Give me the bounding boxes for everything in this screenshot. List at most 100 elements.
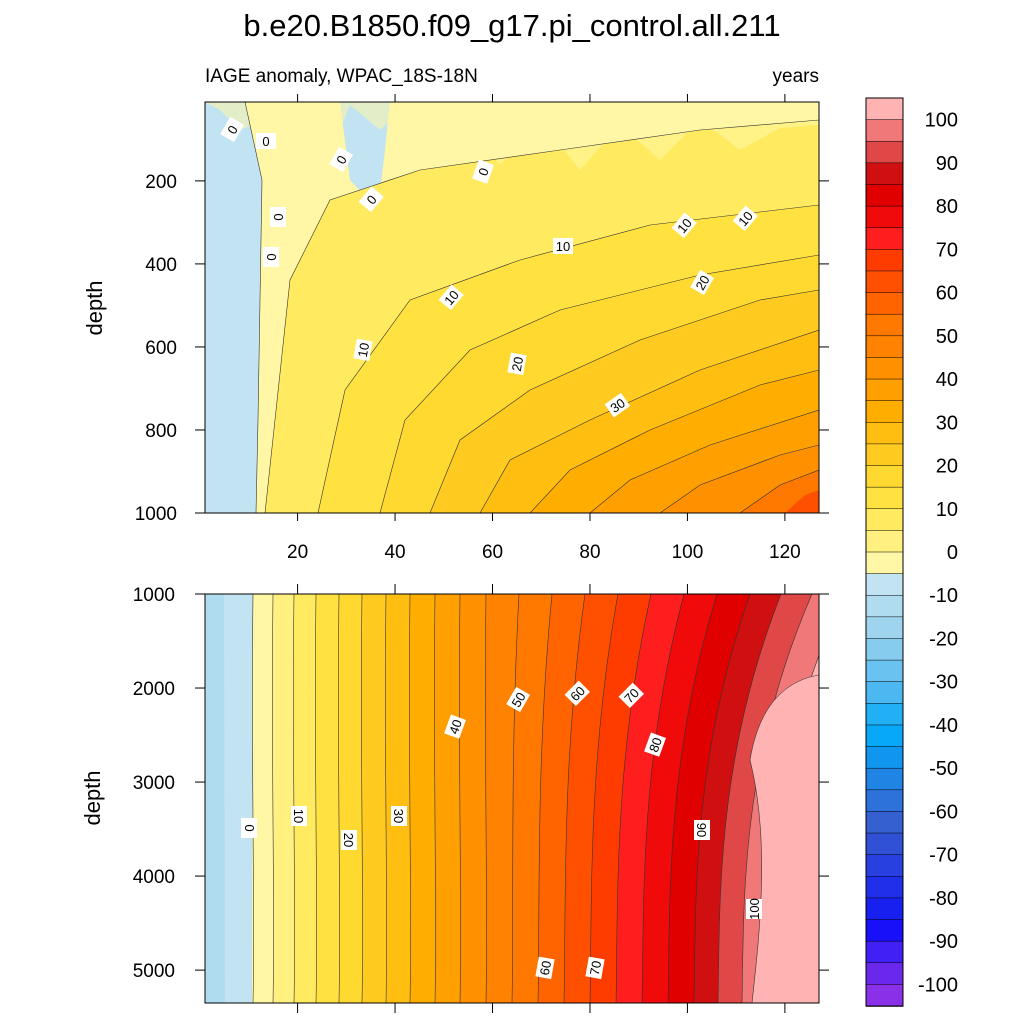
- colorbar-label: 50: [936, 326, 958, 348]
- colorbar-label: -100: [918, 974, 958, 996]
- colorbar-swatch: [865, 162, 904, 186]
- contour-label: 0: [358, 186, 384, 213]
- contour-label-text: 100: [747, 898, 762, 920]
- colorbar-swatch: [865, 465, 904, 488]
- colorbar-swatch: [865, 638, 904, 661]
- upper-negative-region-mid: [340, 102, 390, 210]
- contour-label-text: 50: [508, 690, 528, 710]
- contour-label: 50: [506, 686, 531, 713]
- colorbar-label: 0: [947, 542, 958, 564]
- colorbar-swatch: [865, 140, 904, 164]
- contour-label: 0: [270, 207, 286, 227]
- contour-label-text: 30: [607, 395, 627, 416]
- colorbar-swatch: [865, 724, 904, 748]
- colorbar-swatch: [865, 227, 904, 251]
- upper-x-tick-label: 80: [579, 542, 600, 563]
- contour-label: 60: [564, 680, 591, 707]
- colorbar-label: 100: [925, 110, 958, 132]
- contour-label: 0: [241, 818, 257, 838]
- colorbar-label: 70: [936, 239, 958, 261]
- contour-label-bg: [220, 116, 245, 143]
- colorbar-label: -30: [929, 672, 958, 694]
- contour-label-bg: [694, 820, 710, 840]
- upper-fill: [205, 102, 819, 513]
- colorbar-swatch: [865, 443, 904, 467]
- contour-label-bg: [270, 207, 286, 227]
- contour-label-text: 40: [446, 717, 465, 736]
- contour-label: 10: [732, 205, 758, 232]
- contour-label: 10: [438, 284, 464, 311]
- contour-label-text: 10: [291, 809, 306, 823]
- page-title: b.e20.B1850.f09_g17.pi_control.all.211: [243, 8, 780, 43]
- colorbar-label: 60: [936, 283, 958, 305]
- colorbar-swatch: [865, 789, 904, 813]
- contour-label-bg: [353, 338, 373, 362]
- contour-label-text: 70: [587, 959, 604, 976]
- lower-max-region: [749, 674, 819, 1003]
- upper-x-tick-label: 40: [384, 542, 405, 563]
- upper-x-tick-label: 100: [672, 542, 704, 563]
- colorbar-swatch: [865, 249, 904, 272]
- colorbar-label: -50: [929, 758, 958, 780]
- contour-label-bg: [671, 212, 697, 239]
- contour-label-text: 10: [556, 239, 570, 254]
- contour-label-bg: [256, 133, 276, 149]
- colorbar-swatch: [865, 746, 904, 769]
- contour-label-bg: [507, 352, 527, 376]
- contour-label: 100: [746, 898, 762, 920]
- colorbar-swatch: [865, 486, 904, 510]
- colorbar-label: -90: [929, 931, 958, 953]
- colorbar-swatch: [865, 335, 904, 359]
- colorbar-label: 20: [936, 456, 958, 478]
- contour-label: 30: [604, 392, 631, 418]
- contour-label: 70: [585, 956, 605, 980]
- lower-y-tick-label: 5000: [133, 961, 175, 982]
- contour-label: 0: [256, 133, 276, 149]
- colorbar-label: 40: [936, 369, 958, 391]
- contour-label-text: 60: [537, 959, 554, 976]
- contour-label-bg: [644, 732, 666, 757]
- contour-label: 40: [444, 714, 466, 739]
- contour-label-text: 30: [391, 809, 406, 823]
- colorbar-swatch: [865, 811, 904, 834]
- upper-y-tick-label: 800: [145, 421, 177, 442]
- colorbar-swatch: [865, 919, 904, 942]
- colorbar-label: -10: [929, 585, 958, 607]
- colorbar-swatch: [865, 400, 904, 424]
- contour-label-bg: [585, 956, 605, 980]
- colorbar-label: -60: [929, 801, 958, 823]
- contour-label: 80: [644, 732, 666, 757]
- upper-y-tick-label: 400: [145, 255, 177, 276]
- colorbar-swatch: [865, 594, 904, 618]
- contour-label-bg: [506, 686, 531, 713]
- contour-label-bg: [535, 956, 555, 980]
- upper-band-50: [785, 490, 819, 513]
- colorbar-swatch: [865, 984, 904, 1007]
- colorbar-swatch: [865, 703, 904, 726]
- contour-label-text: 20: [509, 355, 526, 372]
- colorbar-swatch: [865, 119, 904, 142]
- colorbar-frame: [865, 97, 904, 1007]
- colorbar-label: 80: [936, 196, 958, 218]
- contour-label: 0: [263, 247, 279, 267]
- upper-y-tick-label: 1000: [135, 504, 177, 525]
- colorbar-swatch: [865, 97, 904, 121]
- colorbar-swatch: [865, 530, 904, 553]
- colorbar-label: 10: [936, 499, 958, 521]
- lower-x-ticks: [297, 584, 786, 1013]
- contour-label-text: 0: [264, 253, 279, 260]
- upper-x-tick-label: 120: [769, 542, 801, 563]
- contour-label-bg: [329, 146, 354, 173]
- contour-label: 20: [690, 269, 715, 296]
- contour-label: 0: [472, 159, 494, 184]
- contour-label: 90: [694, 820, 710, 840]
- lower-bands: [252, 594, 819, 1003]
- contour-label: 30: [391, 806, 407, 826]
- contour-label-text: 0: [242, 824, 257, 831]
- contour-label: 10: [353, 338, 373, 362]
- colorbar-swatch: [865, 616, 904, 640]
- upper-plot-frame: [204, 101, 820, 514]
- contour-label: 60: [535, 956, 555, 980]
- contour-label-bg: [263, 247, 279, 267]
